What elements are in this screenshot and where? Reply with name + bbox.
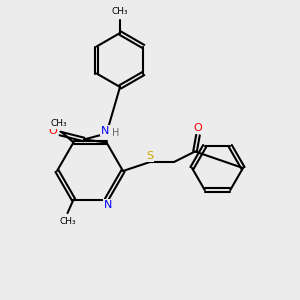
Text: H: H <box>112 128 120 139</box>
Text: N: N <box>104 200 112 210</box>
Text: CH₃: CH₃ <box>59 217 76 226</box>
Text: CH₃: CH₃ <box>50 119 67 128</box>
Text: O: O <box>194 123 202 134</box>
Text: O: O <box>48 125 57 136</box>
Text: CH₃: CH₃ <box>112 8 128 16</box>
Text: N: N <box>101 125 109 136</box>
Text: S: S <box>146 151 154 161</box>
